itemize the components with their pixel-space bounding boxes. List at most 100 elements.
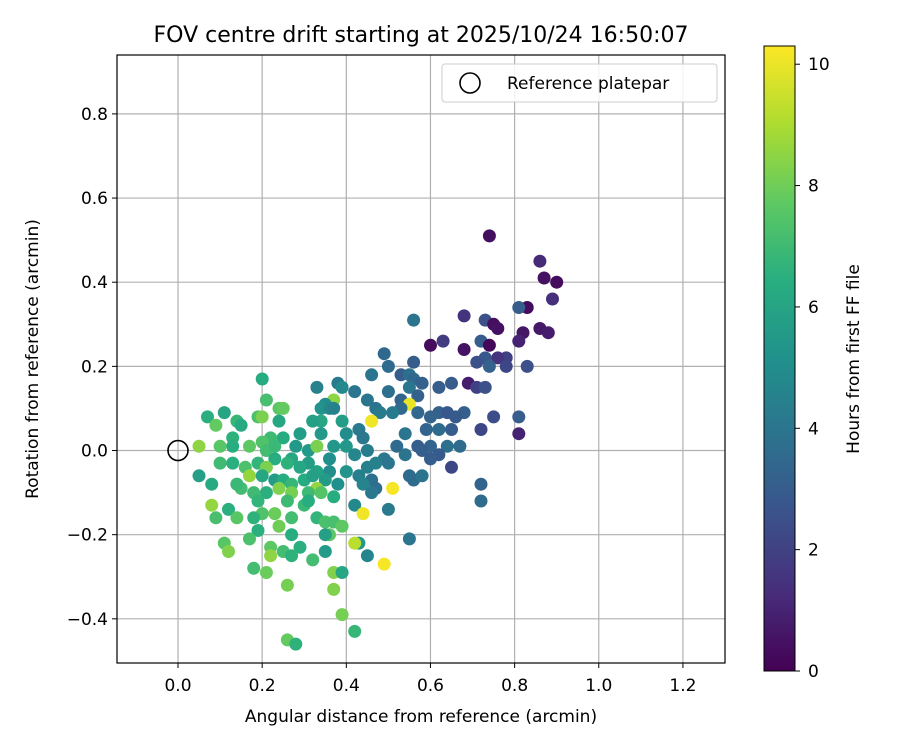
data-point bbox=[482, 338, 496, 352]
data-point bbox=[474, 494, 488, 508]
data-point bbox=[491, 351, 505, 365]
data-point bbox=[356, 507, 370, 521]
data-point bbox=[436, 334, 450, 348]
x-axis-label: Angular distance from reference (arcmin) bbox=[245, 707, 597, 727]
data-point bbox=[327, 490, 341, 504]
data-point bbox=[339, 465, 353, 479]
data-point bbox=[310, 380, 324, 394]
data-point bbox=[419, 423, 433, 436]
data-point bbox=[474, 423, 488, 436]
data-point bbox=[512, 334, 526, 348]
data-point bbox=[377, 347, 391, 361]
data-point bbox=[301, 494, 315, 508]
data-point bbox=[306, 414, 320, 428]
data-point bbox=[390, 439, 404, 453]
data-point bbox=[432, 423, 446, 436]
data-point bbox=[255, 410, 269, 424]
data-point bbox=[251, 524, 265, 537]
data-point bbox=[482, 359, 496, 373]
data-point bbox=[318, 473, 332, 487]
data-point bbox=[255, 469, 269, 483]
data-point bbox=[512, 427, 526, 441]
data-point bbox=[264, 549, 278, 563]
data-point bbox=[335, 519, 349, 533]
data-point bbox=[550, 275, 564, 289]
data-point bbox=[255, 372, 269, 386]
data-point bbox=[449, 410, 463, 424]
colorbar-ticks: 0 2 4 6 8 10 bbox=[795, 55, 830, 682]
data-point bbox=[365, 414, 379, 428]
data-point bbox=[512, 410, 526, 424]
data-point bbox=[230, 511, 244, 525]
data-point bbox=[272, 481, 286, 495]
data-point bbox=[335, 608, 349, 622]
data-point bbox=[280, 456, 294, 470]
colorbar-tick-label: 8 bbox=[808, 177, 819, 197]
data-point bbox=[318, 528, 332, 542]
data-point bbox=[293, 540, 307, 554]
data-point bbox=[381, 359, 395, 373]
data-point bbox=[285, 549, 299, 563]
data-point bbox=[445, 376, 458, 390]
data-point bbox=[310, 439, 324, 453]
data-point bbox=[424, 410, 437, 424]
y-tick-label: −0.2 bbox=[67, 526, 108, 546]
data-point bbox=[293, 460, 307, 474]
data-point bbox=[230, 477, 244, 491]
data-point bbox=[276, 431, 290, 445]
data-point bbox=[474, 477, 488, 491]
data-point bbox=[339, 439, 353, 453]
data-point bbox=[226, 456, 240, 470]
data-point bbox=[533, 254, 547, 268]
data-point bbox=[432, 380, 446, 394]
data-point bbox=[546, 292, 559, 306]
data-point bbox=[386, 481, 400, 495]
data-point bbox=[205, 477, 219, 491]
data-point bbox=[285, 511, 299, 525]
data-point bbox=[520, 359, 534, 373]
data-point bbox=[470, 355, 484, 369]
colorbar-tick-label: 0 bbox=[808, 662, 819, 682]
y-tick-label: 0.0 bbox=[81, 442, 108, 462]
points-layer bbox=[192, 229, 564, 651]
data-point bbox=[386, 406, 400, 420]
data-point bbox=[259, 393, 273, 407]
data-point bbox=[445, 423, 458, 436]
data-point bbox=[335, 566, 349, 579]
reference-platepar-marker bbox=[167, 439, 189, 462]
data-point bbox=[373, 406, 387, 420]
data-point bbox=[348, 448, 362, 462]
data-point bbox=[213, 456, 227, 470]
data-point bbox=[491, 322, 505, 335]
data-point bbox=[424, 452, 437, 466]
data-point bbox=[445, 460, 458, 474]
data-point bbox=[381, 456, 395, 470]
colorbar-tick-label: 2 bbox=[808, 541, 819, 561]
data-point bbox=[453, 439, 467, 453]
data-point bbox=[415, 469, 429, 483]
data-point bbox=[415, 376, 429, 390]
data-point bbox=[499, 359, 513, 373]
colorbar-tick-label: 10 bbox=[808, 55, 830, 75]
data-point bbox=[440, 439, 454, 453]
data-point bbox=[222, 545, 235, 558]
data-point bbox=[209, 511, 223, 525]
data-point bbox=[381, 385, 395, 399]
x-tick-label: 0.4 bbox=[333, 676, 360, 696]
legend-box bbox=[441, 63, 718, 103]
data-point bbox=[289, 439, 303, 453]
x-tick-label: 0.0 bbox=[164, 676, 191, 696]
data-point bbox=[243, 439, 256, 453]
colorbar-tick-label: 4 bbox=[808, 419, 819, 439]
data-point bbox=[276, 401, 290, 415]
data-point bbox=[314, 427, 328, 441]
data-point bbox=[213, 439, 227, 453]
data-point bbox=[251, 494, 265, 508]
data-point bbox=[360, 444, 374, 457]
data-point bbox=[398, 427, 412, 441]
data-point bbox=[209, 418, 223, 432]
data-point bbox=[268, 439, 282, 453]
data-point bbox=[478, 380, 492, 394]
data-point bbox=[201, 410, 214, 424]
